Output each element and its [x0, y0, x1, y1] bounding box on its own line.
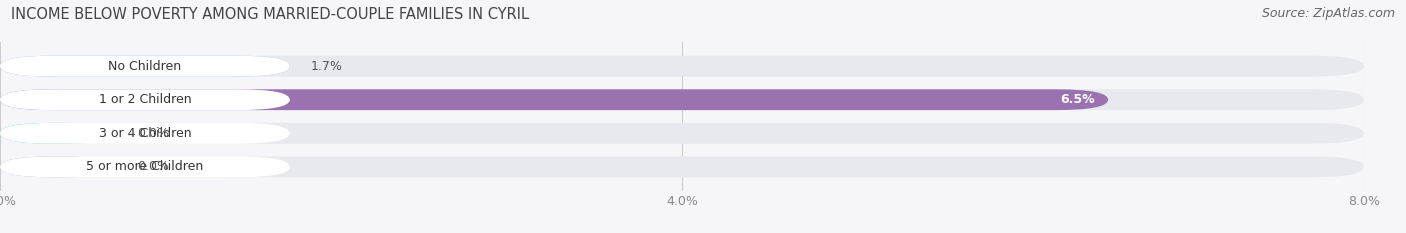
FancyBboxPatch shape: [0, 123, 1364, 144]
Text: No Children: No Children: [108, 60, 181, 73]
FancyBboxPatch shape: [0, 56, 290, 76]
Text: 3 or 4 Children: 3 or 4 Children: [98, 127, 191, 140]
Text: 6.5%: 6.5%: [1060, 93, 1094, 106]
Text: 5 or more Children: 5 or more Children: [86, 160, 204, 173]
FancyBboxPatch shape: [0, 89, 1108, 110]
Text: 0.0%: 0.0%: [136, 127, 169, 140]
Text: Source: ZipAtlas.com: Source: ZipAtlas.com: [1261, 7, 1395, 20]
FancyBboxPatch shape: [0, 56, 1364, 76]
Text: INCOME BELOW POVERTY AMONG MARRIED-COUPLE FAMILIES IN CYRIL: INCOME BELOW POVERTY AMONG MARRIED-COUPL…: [11, 7, 529, 22]
Text: 0.0%: 0.0%: [136, 160, 169, 173]
FancyBboxPatch shape: [0, 123, 117, 144]
FancyBboxPatch shape: [0, 157, 1364, 177]
Text: 1 or 2 Children: 1 or 2 Children: [98, 93, 191, 106]
Text: 1.7%: 1.7%: [311, 60, 342, 73]
FancyBboxPatch shape: [0, 89, 1364, 110]
FancyBboxPatch shape: [0, 89, 290, 110]
FancyBboxPatch shape: [0, 123, 290, 144]
FancyBboxPatch shape: [0, 157, 117, 177]
FancyBboxPatch shape: [0, 56, 290, 76]
FancyBboxPatch shape: [0, 157, 290, 177]
